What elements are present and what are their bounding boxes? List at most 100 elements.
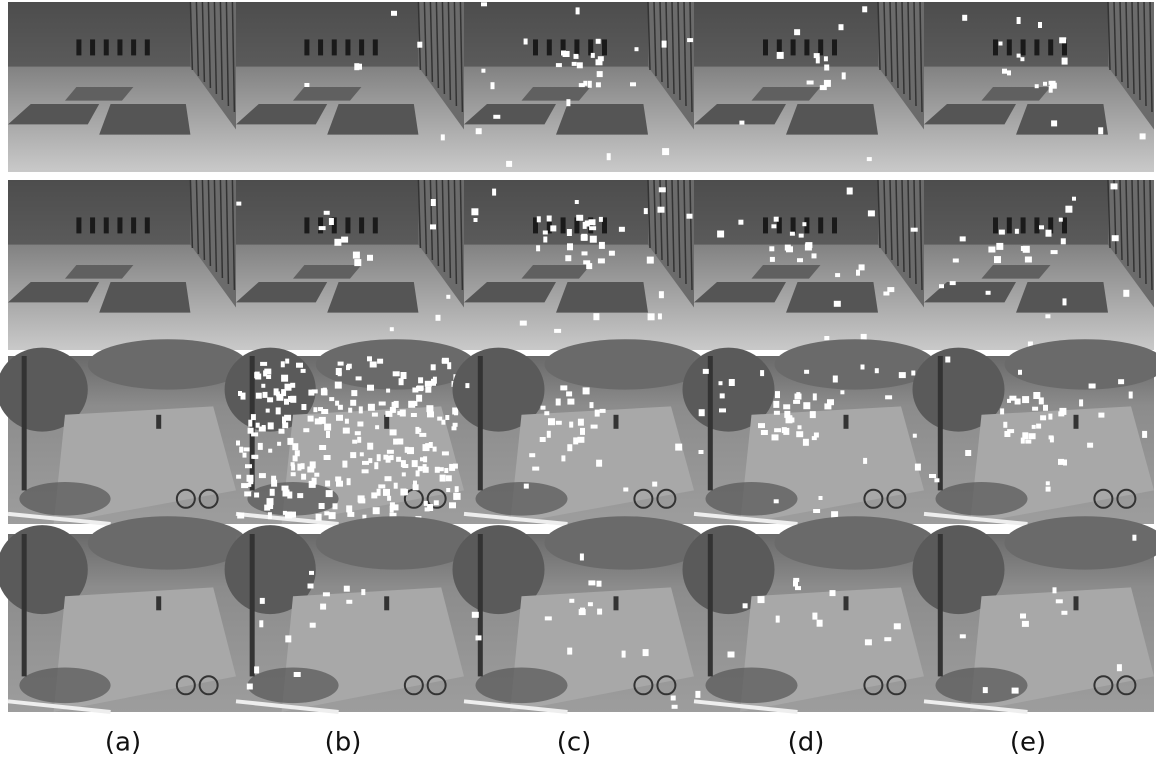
detection-pixel: [297, 493, 303, 498]
detection-pixel: [569, 422, 573, 428]
detection-pixel: [407, 447, 414, 454]
detection-pixel: [418, 466, 423, 471]
detection-pixel: [270, 489, 275, 496]
detection-pixel: [784, 411, 790, 418]
detection-pixel: [983, 687, 988, 693]
detection-pixel: [1018, 370, 1022, 375]
detection-pixel: [550, 225, 556, 231]
detection-pixel: [321, 388, 327, 395]
detection-pixel: [374, 462, 378, 469]
detection-pixel: [1045, 314, 1050, 318]
detection-pixel: [285, 359, 289, 364]
detection-pixel: [774, 428, 781, 432]
detection-pixel: [254, 666, 259, 673]
detection-pixel: [561, 51, 566, 56]
detection-pixel: [802, 222, 806, 226]
detection-pixel: [345, 419, 349, 424]
detection-pixel: [453, 423, 458, 427]
detection-pixel: [396, 457, 401, 462]
person: [832, 217, 837, 233]
image-grid: [0, 2, 1156, 712]
detection-pixel: [911, 228, 918, 232]
image-panel: [683, 339, 936, 524]
detection-pixel: [887, 287, 894, 292]
detection-pixel: [532, 467, 539, 471]
detection-pixel: [842, 72, 846, 79]
detection-pixel: [760, 370, 764, 376]
person: [145, 217, 150, 233]
detection-pixel: [1063, 298, 1067, 305]
detection-pixel: [310, 623, 316, 628]
detection-pixel: [566, 391, 572, 396]
foliage: [88, 339, 248, 389]
detection-pixel: [635, 47, 639, 51]
detection-pixel: [435, 467, 440, 473]
detection-pixel: [583, 387, 590, 394]
detection-pixel: [847, 188, 853, 195]
detection-pixel: [580, 428, 585, 435]
detection-pixel: [251, 414, 256, 420]
detection-pixel: [244, 447, 250, 451]
detection-pixel: [493, 115, 500, 119]
detection-pixel: [1112, 235, 1119, 241]
detection-pixel: [720, 393, 725, 398]
detection-pixel: [453, 464, 458, 469]
floor-tile: [65, 87, 133, 101]
detection-pixel: [367, 443, 373, 450]
detection-pixel: [591, 425, 598, 429]
floor-tile: [293, 265, 361, 279]
detection-pixel: [1032, 425, 1036, 429]
detection-pixel: [1043, 405, 1048, 411]
detection-pixel: [1003, 422, 1007, 428]
detection-pixel: [547, 216, 552, 222]
detection-pixel: [271, 480, 277, 487]
detection-pixel: [294, 672, 301, 677]
detection-pixel: [354, 259, 361, 266]
detection-pixel: [239, 447, 243, 453]
person: [791, 217, 796, 233]
storefront: [464, 180, 648, 245]
detection-pixel: [371, 492, 377, 498]
detection-pixel: [321, 409, 328, 414]
detection-pixel: [323, 592, 330, 596]
detection-pixel: [883, 292, 889, 296]
storefront: [924, 180, 1108, 245]
detection-pixel: [577, 437, 584, 443]
detection-pixel: [481, 2, 487, 6]
detection-pixel: [867, 157, 872, 161]
detection-pixel: [417, 42, 422, 48]
image-panel: [453, 339, 706, 524]
lamp-post: [478, 356, 483, 490]
detection-pixel: [1012, 688, 1019, 694]
person: [318, 217, 323, 233]
detection-pixel: [1022, 396, 1029, 403]
detection-pixel: [301, 463, 305, 469]
detection-pixel: [325, 481, 330, 487]
detection-pixel: [1039, 397, 1044, 404]
detection-pixel: [804, 370, 809, 374]
detection-pixel: [658, 313, 662, 319]
lamp-post: [478, 534, 483, 676]
detection-pixel: [567, 399, 574, 405]
detection-pixel: [865, 639, 872, 645]
detection-pixel: [1043, 82, 1047, 86]
detection-pixel: [770, 257, 775, 262]
detection-pixel: [775, 391, 780, 398]
detection-pixel: [590, 402, 594, 408]
detection-pixel: [1017, 17, 1021, 24]
detection-pixel: [839, 24, 844, 30]
detection-pixel: [324, 511, 329, 515]
detection-pixel: [807, 81, 814, 85]
detection-pixel: [452, 408, 458, 415]
detection-pixel: [652, 482, 657, 487]
detection-pixel: [377, 359, 383, 364]
detection-pixel: [506, 161, 512, 167]
detection-pixel: [279, 429, 285, 434]
detection-pixel: [419, 433, 426, 437]
detection-pixel: [241, 483, 248, 488]
detection-pixel: [362, 469, 369, 473]
detection-pixel: [255, 372, 260, 379]
detection-pixel: [929, 474, 936, 478]
detection-pixel: [358, 495, 365, 502]
detection-pixel: [834, 301, 841, 307]
